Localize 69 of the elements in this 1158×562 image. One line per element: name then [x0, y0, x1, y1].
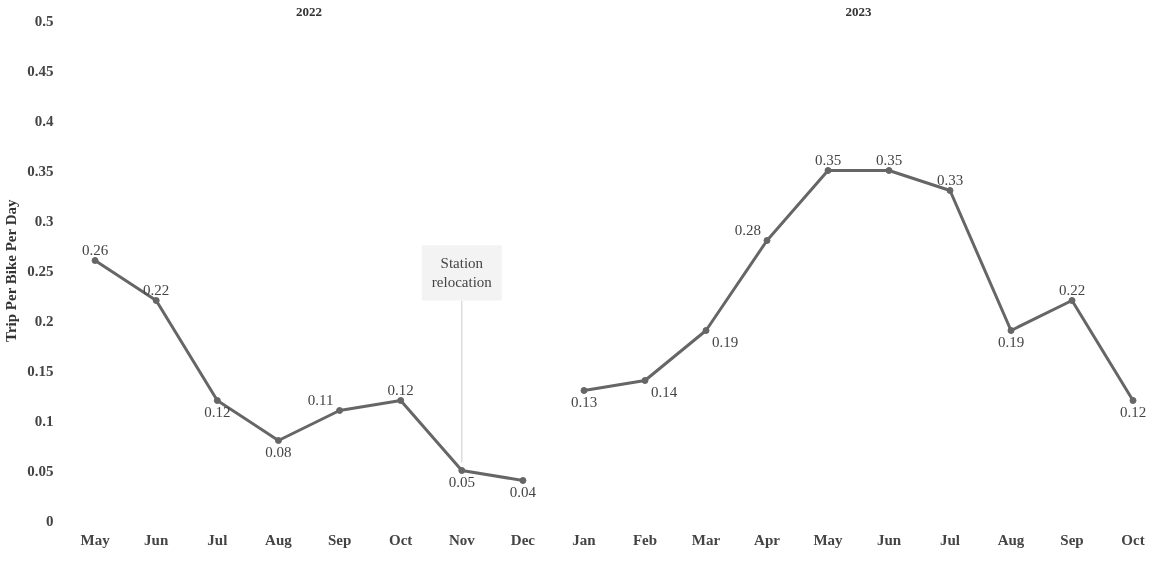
point [213, 397, 221, 404]
point [152, 297, 160, 304]
y-tick-label: 0.2 [34, 312, 54, 329]
x-tick-label: Jun [144, 531, 169, 548]
data-label: 0.26 [81, 241, 109, 258]
data-label: 0.08 [265, 443, 292, 460]
x-tick-label: Mar [691, 531, 721, 548]
annotation: Station relocation [431, 255, 493, 291]
x-tick-label: Oct [389, 531, 413, 548]
x-tick-label: Jan [572, 531, 597, 548]
data-label: 0.19 [712, 333, 739, 350]
point [519, 477, 527, 484]
data-label: 0.19 [997, 333, 1025, 350]
y-tick-label: 0.25 [27, 262, 54, 279]
data-label: 0.22 [143, 281, 170, 298]
y-tick-label: 0.15 [27, 362, 54, 379]
data-label: 0.05 [448, 473, 475, 490]
point [274, 437, 282, 444]
point [458, 467, 466, 474]
x-tick-label: May [80, 531, 111, 548]
point [763, 237, 771, 244]
y-tick-label: 0.05 [27, 462, 54, 479]
x-tick-label: Feb [632, 531, 658, 548]
chart-title: 2022 [296, 3, 322, 19]
data-label: 0.12 [204, 403, 231, 420]
x-tick-label: Oct [1121, 531, 1145, 548]
point [1068, 297, 1076, 304]
x-tick-label: Sep [1060, 531, 1084, 548]
data-label: 0.12 [1119, 403, 1147, 420]
data-label: 0.04 [509, 483, 537, 500]
data-label: 0.28 [734, 221, 761, 238]
x-tick-label: Jun [876, 531, 902, 548]
data-label: 0.13 [570, 393, 598, 410]
y-tick-label: 0.3 [34, 212, 54, 229]
data-label: 0.11 [307, 391, 334, 408]
data-label: 0.22 [1058, 281, 1086, 298]
x-tick-label: Aug [265, 531, 293, 548]
point [336, 407, 344, 414]
x-tick-label: Apr [754, 531, 781, 548]
data-label: 0.35 [875, 151, 903, 168]
point [946, 187, 954, 194]
point [580, 387, 588, 394]
point [397, 397, 405, 404]
point [885, 167, 893, 174]
data-label: 0.12 [387, 381, 414, 398]
x-tick-label: Jul [940, 531, 961, 548]
y-tick-label: 0.4 [34, 112, 54, 129]
point [641, 377, 649, 384]
x-tick-label: May [813, 531, 844, 548]
data-label: 0.33 [936, 171, 964, 188]
y-tick-label: 0.35 [27, 162, 54, 179]
point [91, 257, 99, 264]
x-tick-label: Dec [510, 531, 536, 548]
point [1129, 397, 1137, 404]
y-tick-label: 0.1 [34, 412, 54, 429]
y-tick-label: 0 [46, 512, 54, 529]
x-tick-label: Sep [327, 531, 352, 548]
data-label: 0.35 [814, 151, 842, 168]
point [1007, 327, 1015, 334]
x-tick-label: Jul [207, 531, 228, 548]
data-label: 0.14 [651, 383, 678, 400]
y-axis-title: Trip Per Bike Per Day [3, 199, 20, 343]
chart-title: 2023 [845, 3, 872, 19]
y-tick-label: 0.5 [34, 12, 54, 29]
point [702, 327, 710, 334]
x-tick-label: Aug [997, 531, 1025, 548]
point [824, 167, 832, 174]
y-tick-label: 0.45 [27, 62, 54, 79]
x-tick-label: Nov [448, 531, 476, 548]
